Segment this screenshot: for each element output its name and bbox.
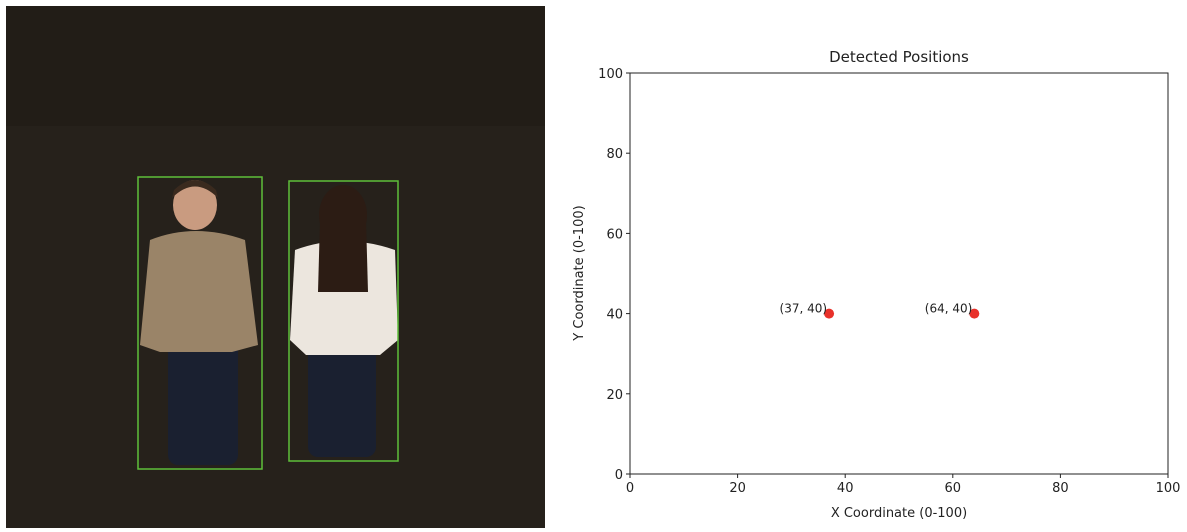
- point-label: (64, 40): [925, 302, 973, 316]
- y-axis-label: Y Coordinate (0-100): [572, 205, 587, 341]
- x-tick-label: 100: [1156, 481, 1181, 496]
- y-tick-label: 80: [606, 147, 623, 162]
- y-tick-label: 20: [606, 388, 623, 403]
- y-tick-label: 60: [606, 227, 623, 242]
- plot-frame: [630, 73, 1168, 474]
- photo: [6, 6, 545, 528]
- y-tick-label: 100: [598, 67, 623, 82]
- x-tick-label: 0: [626, 481, 634, 496]
- x-tick-label: 60: [945, 481, 962, 496]
- page: Detected Positions X Coordinate (0-100) …: [0, 0, 1187, 528]
- x-tick-label: 40: [837, 481, 854, 496]
- photo-shade: [6, 6, 545, 126]
- x-tick-label: 20: [729, 481, 746, 496]
- y-tick-label: 40: [606, 308, 623, 323]
- point-label: (37, 40): [780, 302, 828, 316]
- x-tick-label: 80: [1052, 481, 1069, 496]
- y-tick-label: 0: [615, 468, 623, 483]
- x-axis-label: X Coordinate (0-100): [831, 506, 967, 521]
- chart-title: Detected Positions: [829, 48, 969, 66]
